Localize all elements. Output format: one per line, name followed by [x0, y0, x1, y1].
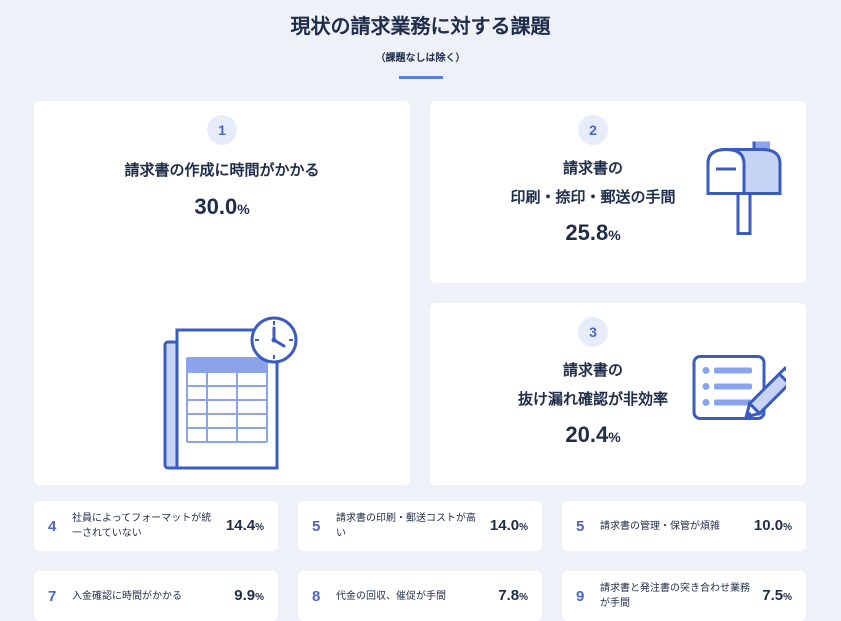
row-title: 請求書の印刷・郵送コストが高い	[336, 511, 480, 541]
title-line: 抜け漏れ確認が非効率	[518, 391, 668, 408]
top-ranking-grid: 1 請求書の作成に時間がかかる 30.0%	[34, 101, 807, 485]
title-line: 請求書の作成に時間がかかる	[124, 162, 319, 179]
rank-row: 4 社員によってフォーマットが統一されていない 14.4%	[34, 501, 278, 551]
rank-card-value: 30.0%	[52, 194, 392, 220]
row-rank: 7	[48, 588, 62, 605]
row-value: 7.8%	[498, 587, 528, 605]
rank-card-title: 請求書の 印刷・捺印・郵送の手間	[510, 155, 675, 212]
rank-row: 8 代金の回収、催促が手間 7.8%	[298, 571, 542, 621]
rank-badge: 2	[578, 115, 608, 145]
rank-card-value: 20.4%	[565, 422, 620, 448]
document-clock-icon	[34, 312, 410, 477]
row-rank: 5	[312, 518, 326, 535]
value-number: 30.0	[194, 194, 237, 219]
row-rank: 8	[312, 588, 326, 605]
rank-badge: 1	[207, 115, 237, 145]
row-value: 7.5%	[762, 587, 792, 605]
value-number: 20.4	[565, 422, 608, 447]
rank-card-1: 1 請求書の作成に時間がかかる 30.0%	[34, 101, 410, 485]
bottom-ranking-grid: 4 社員によってフォーマットが統一されていない 14.4% 5 請求書の印刷・郵…	[34, 501, 807, 621]
row-rank: 9	[576, 588, 590, 605]
title-underline	[399, 76, 443, 79]
rank-badge: 3	[578, 317, 608, 347]
title-line: 印刷・捺印・郵送の手間	[510, 189, 675, 206]
row-value: 10.0%	[754, 517, 792, 535]
value-unit: %	[608, 227, 620, 243]
rank-card-value: 25.8%	[565, 220, 620, 246]
value-unit: %	[608, 429, 620, 445]
row-title: 入金確認に時間がかかる	[72, 589, 224, 604]
row-value: 9.9%	[234, 587, 264, 605]
rank-row: 9 請求書と発注書の突き合わせ業務が手間 7.5%	[562, 571, 806, 621]
row-value: 14.4%	[226, 517, 264, 535]
value-number: 25.8	[565, 220, 608, 245]
row-title: 請求書の管理・保管が煩雑	[600, 519, 744, 534]
rank-row: 7 入金確認に時間がかかる 9.9%	[34, 571, 278, 621]
row-rank: 5	[576, 518, 590, 535]
page-subtitle: （課題なしは除く）	[34, 49, 807, 64]
rank-card-title: 請求書の作成に時間がかかる	[52, 157, 392, 186]
row-value: 14.0%	[490, 517, 528, 535]
page-title: 現状の請求業務に対する課題	[34, 0, 807, 39]
title-line: 請求書の	[563, 160, 623, 177]
row-title: 請求書と発注書の突き合わせ業務が手間	[600, 581, 752, 611]
checklist-icon	[690, 353, 786, 436]
rank-card-2: 2 請求書の 印刷・捺印・郵送の手間 25.8%	[430, 101, 806, 283]
mailbox-icon	[702, 140, 786, 245]
rank-card-3: 3 請求書の 抜け漏れ確認が非効率 20.4%	[430, 303, 806, 485]
title-line: 請求書の	[563, 362, 623, 379]
row-title: 代金の回収、催促が手間	[336, 589, 488, 604]
rank-card-title: 請求書の 抜け漏れ確認が非効率	[518, 357, 668, 414]
row-rank: 4	[48, 518, 62, 535]
value-unit: %	[237, 201, 249, 217]
rank-row: 5 請求書の印刷・郵送コストが高い 14.0%	[298, 501, 542, 551]
rank-row: 5 請求書の管理・保管が煩雑 10.0%	[562, 501, 806, 551]
row-title: 社員によってフォーマットが統一されていない	[72, 511, 216, 541]
